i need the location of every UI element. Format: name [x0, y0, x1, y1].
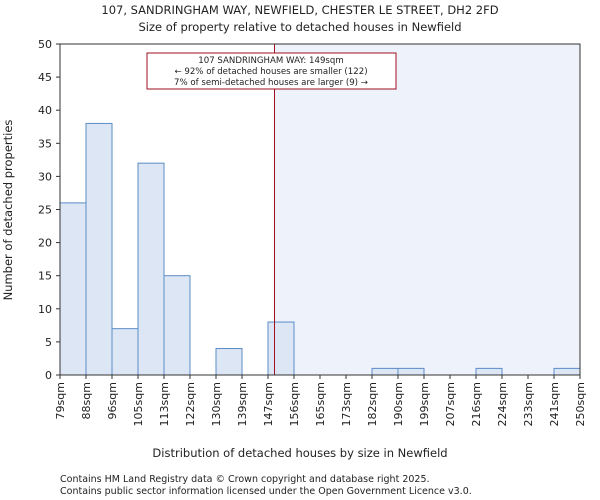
x-tick-label: 156sqm: [288, 382, 301, 426]
histogram-bar: [371, 367, 399, 376]
x-tick-label: 113sqm: [158, 382, 171, 426]
x-tick-label: 165sqm: [314, 382, 327, 426]
annotation-line2: ← 92% of detached houses are smaller (12…: [174, 67, 367, 77]
histogram-bar: [397, 367, 425, 376]
x-tick-label: 241sqm: [548, 382, 561, 426]
histogram-bar: [59, 202, 87, 376]
x-tick-label: 207sqm: [444, 382, 457, 426]
x-tick-label: 250sqm: [574, 382, 587, 426]
x-tick-label: 199sqm: [418, 382, 431, 426]
y-tick-label: 30: [38, 170, 52, 183]
x-tick-label: 105sqm: [132, 382, 145, 426]
footer-line2: Contains public sector information licen…: [60, 486, 472, 497]
histogram-bar: [137, 162, 165, 376]
x-tick-label: 122sqm: [184, 382, 197, 426]
x-tick-label: 233sqm: [522, 382, 535, 426]
y-tick-label: 20: [38, 237, 52, 250]
y-tick-label: 10: [38, 303, 52, 316]
y-tick-label: 45: [38, 71, 52, 84]
x-tick-label: 139sqm: [236, 382, 249, 426]
histogram-bar: [111, 328, 139, 376]
y-tick-label: 35: [38, 137, 52, 150]
x-tick-label: 173sqm: [340, 382, 353, 426]
y-tick-label: 40: [38, 104, 52, 117]
histogram-bar: [215, 348, 243, 376]
annotation-box: 107 SANDRINGHAM WAY: 149sqm ← 92% of det…: [146, 52, 397, 90]
chart-title-line1: 107, SANDRINGHAM WAY, NEWFIELD, CHESTER …: [101, 3, 498, 17]
x-tick-label: 88sqm: [80, 382, 93, 419]
x-tick-label: 182sqm: [366, 382, 379, 426]
y-axis-label: Number of detached properties: [1, 120, 15, 301]
y-tick-label: 25: [38, 204, 52, 217]
histogram-bar: [267, 321, 295, 376]
histogram-bar: [85, 122, 113, 376]
footer-line1: Contains HM Land Registry data © Crown c…: [60, 474, 430, 485]
plot-frame: [59, 43, 581, 376]
histogram-bar: [475, 367, 503, 376]
x-tick-label: 96sqm: [106, 382, 119, 419]
x-tick-label: 224sqm: [496, 382, 509, 426]
y-tick-label: 15: [38, 270, 52, 283]
y-tick-label: 50: [38, 38, 52, 51]
annotation-line3: 7% of semi-detached houses are larger (9…: [174, 78, 368, 88]
histogram-bar: [163, 275, 191, 376]
annotation-line1: 107 SANDRINGHAM WAY: 149sqm: [198, 56, 343, 66]
x-tick-label: 216sqm: [470, 382, 483, 426]
annotation-frame: [146, 52, 397, 90]
x-tick-label: 147sqm: [262, 382, 275, 426]
histogram-bar: [553, 367, 581, 376]
x-tick-label: 79sqm: [54, 382, 67, 419]
y-tick-label: 5: [45, 336, 52, 349]
larger-region-shade: [274, 44, 580, 375]
x-tick-label: 190sqm: [392, 382, 405, 426]
x-axis-label: Distribution of detached houses by size …: [152, 446, 447, 460]
y-tick-label: 0: [45, 369, 52, 382]
chart-title-line2: Size of property relative to detached ho…: [138, 20, 461, 34]
x-tick-label: 130sqm: [210, 382, 223, 426]
